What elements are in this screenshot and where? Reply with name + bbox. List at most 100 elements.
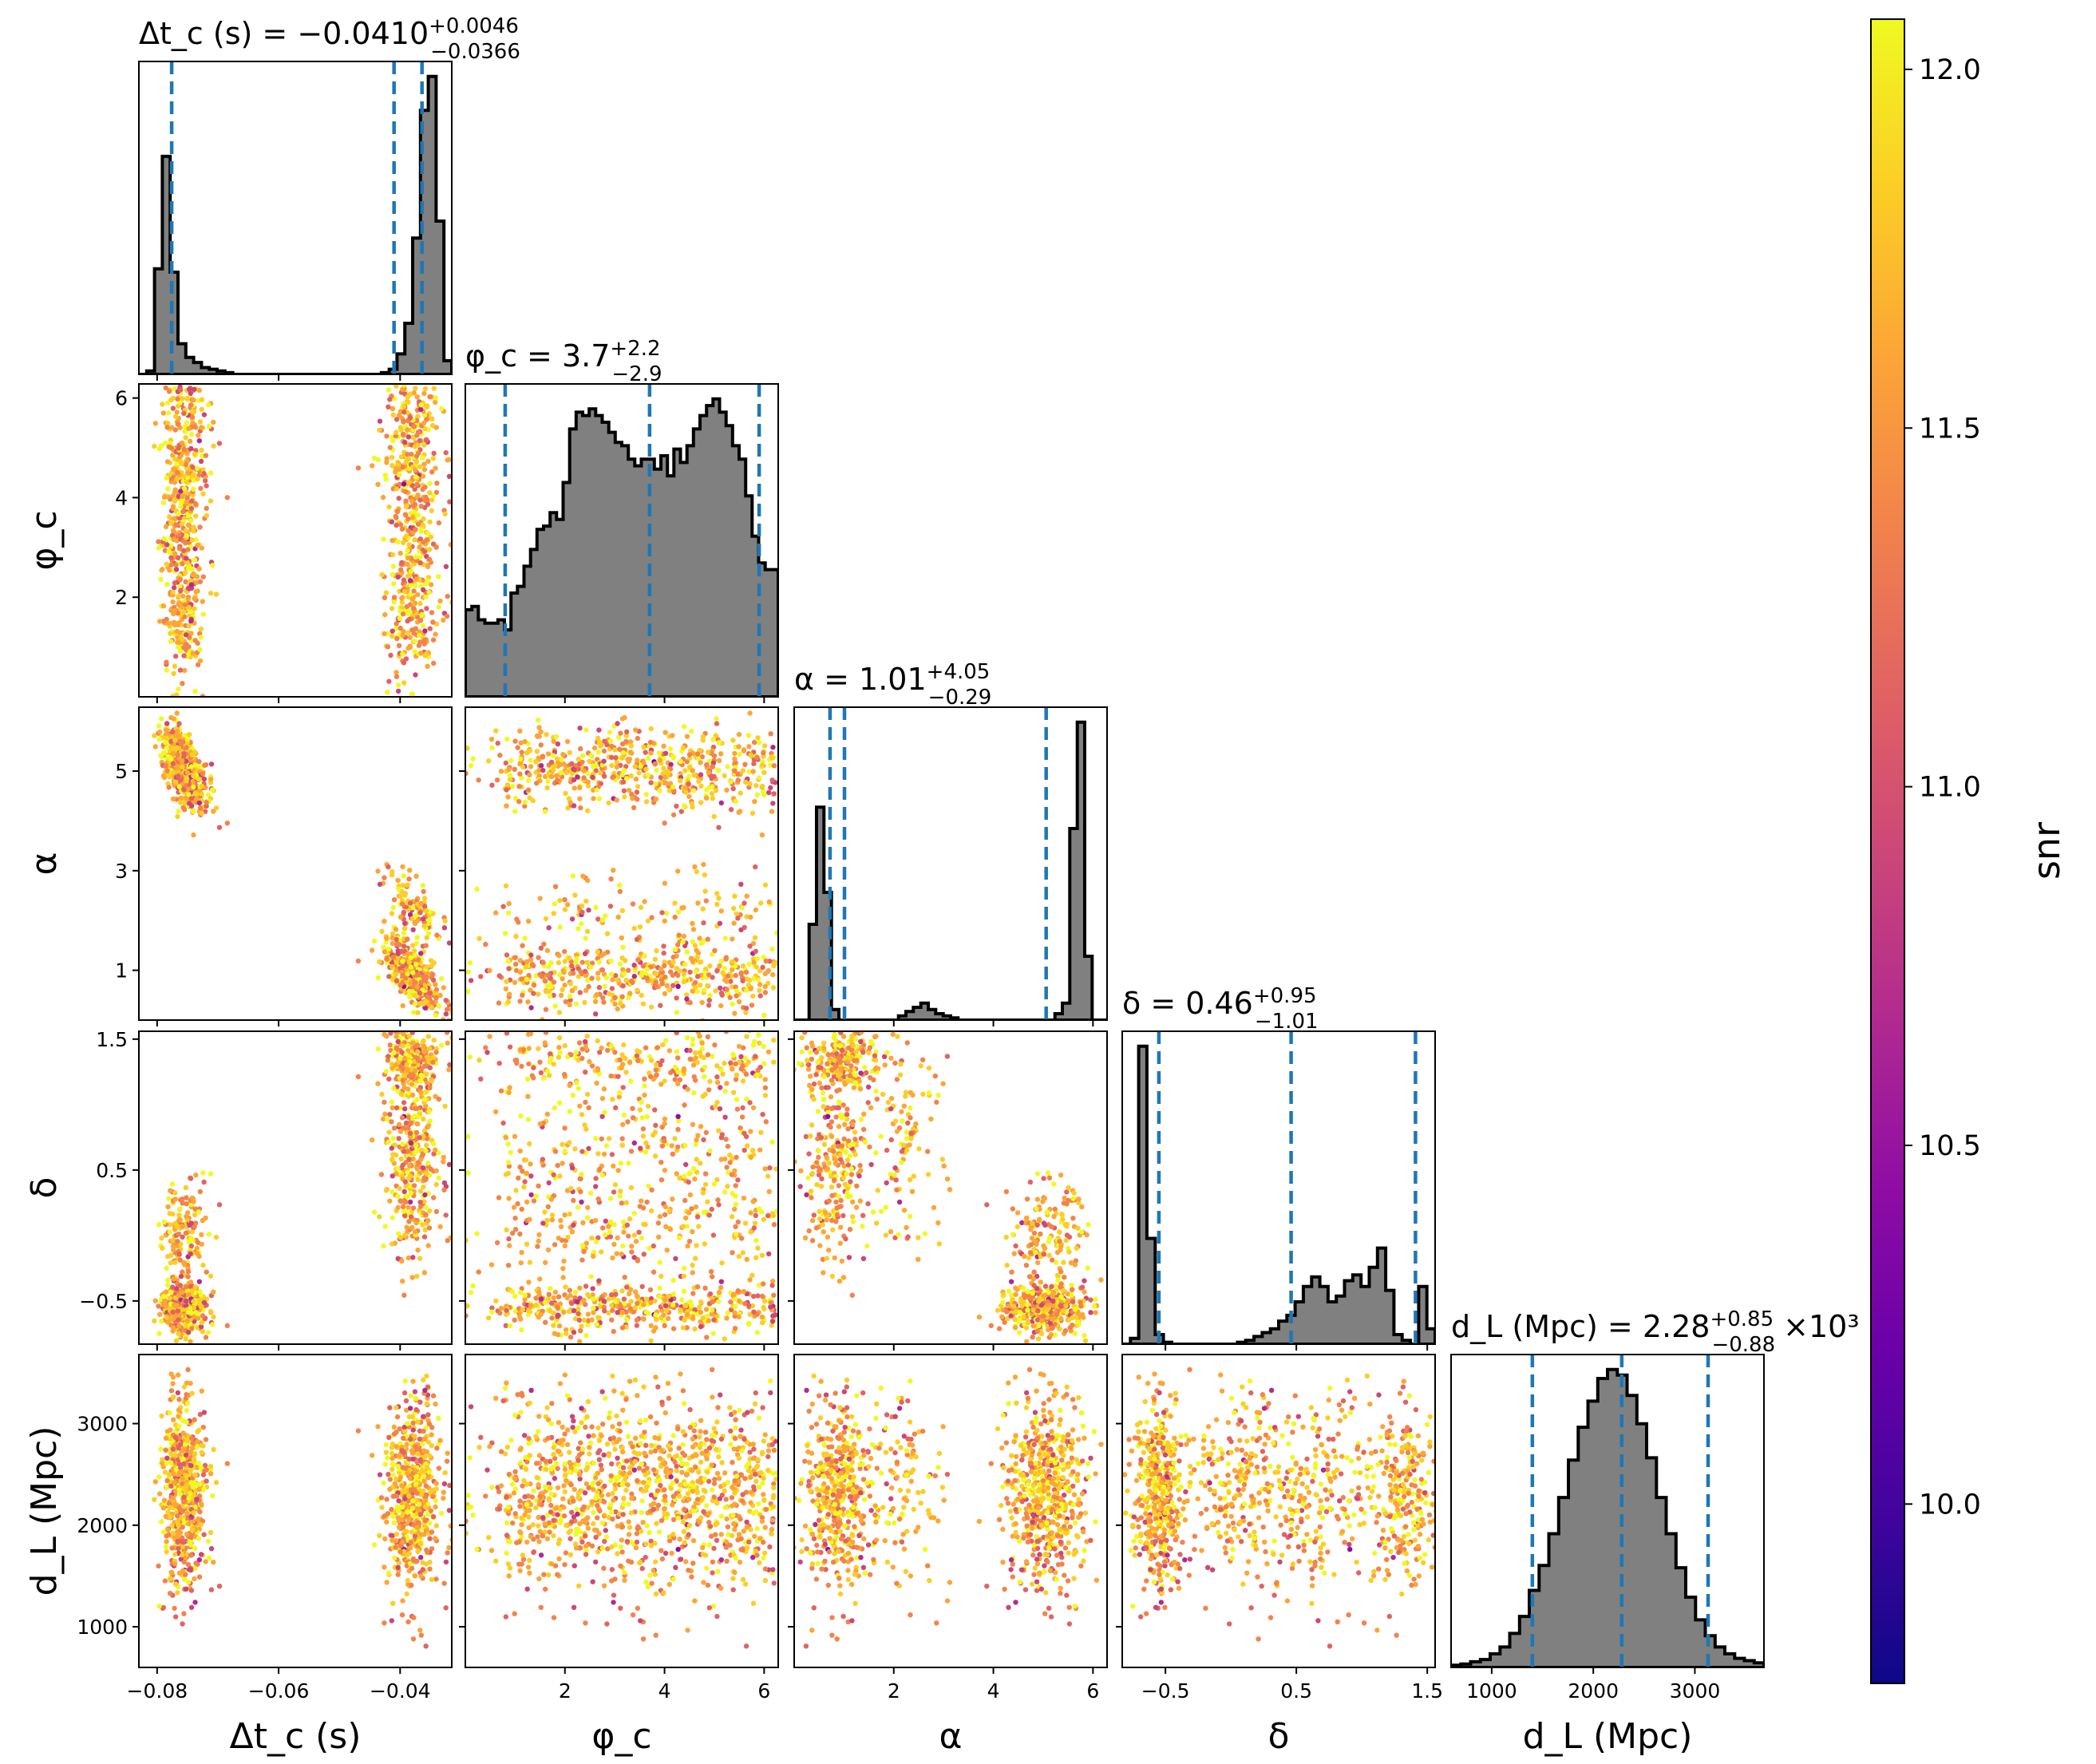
sample-point (536, 717, 541, 723)
sample-point (420, 623, 426, 629)
sample-point (393, 429, 399, 435)
sample-point (753, 783, 759, 789)
sample-point (478, 974, 484, 979)
sample-point (409, 627, 415, 633)
sample-point (180, 593, 186, 599)
sample-point (182, 570, 188, 575)
panel-dtc-phic: 246 (115, 383, 453, 703)
sample-point (183, 461, 189, 468)
sample-point (635, 987, 640, 993)
panel-content (794, 707, 1107, 1020)
panel-frame (138, 383, 453, 698)
sample-point (200, 1313, 206, 1319)
sample-point (408, 955, 413, 960)
sample-point (182, 424, 188, 429)
sample-point (713, 788, 719, 793)
sample-point (631, 925, 637, 931)
sample-point (412, 992, 417, 999)
sample-point (428, 958, 434, 963)
sample-point (216, 1202, 223, 1208)
sample-point (609, 754, 615, 760)
sample-point (413, 1142, 419, 1149)
sample-point (425, 564, 431, 570)
sample-point (421, 420, 427, 426)
sample-point (169, 425, 175, 430)
sample-point (183, 435, 188, 441)
sample-point (418, 402, 424, 408)
sample-point (698, 983, 703, 988)
sample-point (192, 595, 197, 601)
sample-point (408, 964, 414, 970)
sample-point (402, 1106, 408, 1112)
sample-point (179, 1289, 185, 1295)
sample-point (430, 977, 437, 983)
sample-point (180, 1200, 185, 1206)
sample-point (386, 946, 392, 952)
sample-point (421, 1049, 427, 1055)
sample-point (421, 916, 426, 922)
sample-point (195, 640, 200, 646)
sample-point (413, 672, 418, 678)
sample-point (615, 914, 621, 920)
sample-point (412, 1068, 418, 1074)
sample-point (640, 963, 647, 969)
sample-point (181, 653, 187, 659)
sample-point (713, 733, 719, 738)
sample-point (196, 566, 202, 572)
sample-point (177, 800, 184, 805)
sample-point (425, 1243, 431, 1248)
sample-point (670, 972, 676, 978)
sample-point (401, 1208, 407, 1214)
sample-point (397, 1198, 403, 1204)
sample-point (528, 987, 533, 993)
sample-point (558, 757, 564, 762)
sample-point (694, 947, 699, 953)
sample-point (407, 644, 413, 651)
sample-point (400, 1278, 405, 1284)
sample-point (730, 967, 735, 973)
sample-point (704, 762, 710, 768)
sample-point (417, 497, 423, 503)
sample-point (184, 1298, 189, 1304)
sample-point (557, 898, 563, 904)
sample-point (724, 787, 730, 793)
sample-point (766, 899, 772, 905)
sample-point (589, 1236, 595, 1241)
sample-point (590, 774, 595, 781)
sample-point (602, 738, 607, 744)
sample-point (355, 958, 362, 964)
sample-point (675, 942, 681, 947)
sample-point (165, 1283, 171, 1288)
panel-frame (793, 706, 1108, 1021)
histogram-phic (465, 397, 778, 697)
sample-point (506, 966, 512, 971)
sample-point (428, 582, 434, 587)
sample-point (176, 809, 181, 814)
sample-point (431, 660, 437, 666)
sample-point (423, 908, 429, 914)
sample-point (189, 414, 196, 420)
sample-point (584, 928, 591, 935)
sample-point (400, 611, 406, 617)
sample-point (405, 971, 410, 977)
sample-point (200, 599, 205, 604)
sample-point (375, 868, 381, 874)
sample-point (409, 989, 416, 995)
sample-point (516, 784, 522, 789)
sample-point (653, 979, 658, 985)
sample-point (164, 721, 170, 726)
sample-point (548, 983, 554, 990)
sample-point (503, 760, 508, 766)
sample-point (417, 639, 423, 645)
sample-point (393, 486, 399, 492)
sample-point (630, 901, 636, 907)
sample-point (164, 659, 169, 665)
sample-point (172, 1196, 178, 1202)
sample-point (627, 991, 633, 996)
sample-point (167, 514, 172, 520)
sample-point (401, 1100, 407, 1105)
sample-point (382, 595, 388, 600)
sample-point (636, 770, 642, 776)
sample-point (762, 990, 769, 995)
sample-point (174, 1224, 180, 1229)
